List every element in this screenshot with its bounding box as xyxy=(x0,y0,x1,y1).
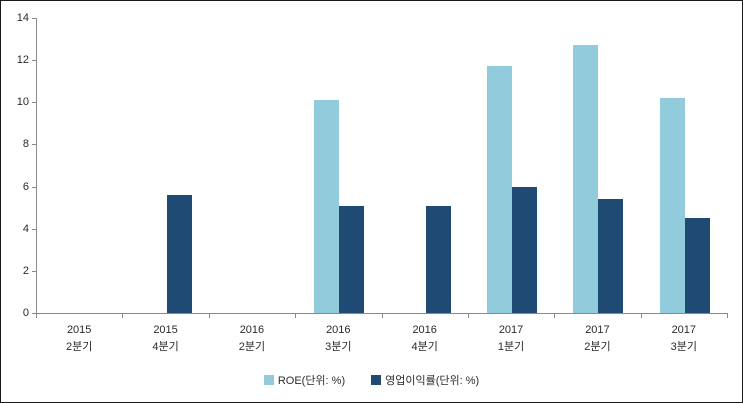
y-axis-label: 4 xyxy=(22,222,29,235)
bar-operating-margin xyxy=(425,205,451,313)
x-axis-category-label: 2017 2분기 xyxy=(584,324,611,353)
roe-series-swatch xyxy=(263,375,274,385)
x-axis-category-label: 2016 4분기 xyxy=(411,324,438,353)
x-axis-tick xyxy=(295,314,297,318)
y-axis-label: 10 xyxy=(16,96,29,109)
x-axis-category-label: 2016 3분기 xyxy=(325,324,352,353)
legend-item-operating-margin: 영업이익률(단위: %) xyxy=(371,372,479,388)
y-axis-label: 0 xyxy=(22,307,29,319)
bar-roe xyxy=(487,66,513,313)
x-axis-category-label: 2015 2분기 xyxy=(66,324,93,353)
y-axis-tick xyxy=(32,313,36,314)
bar-operating-margin xyxy=(166,195,192,313)
y-axis-tick xyxy=(32,102,36,104)
y-axis-label: 8 xyxy=(22,138,29,151)
x-axis-category-label: 2017 3분기 xyxy=(670,324,697,353)
x-axis-tick xyxy=(381,314,383,318)
y-axis-label: 2 xyxy=(22,264,29,277)
x-axis-tick xyxy=(554,314,556,318)
y-axis-label: 14 xyxy=(16,12,29,24)
y-axis-tick xyxy=(32,60,36,62)
bar-roe xyxy=(573,45,599,313)
x-axis-tick xyxy=(467,314,469,318)
x-axis-tick xyxy=(727,314,728,318)
y-axis-tick xyxy=(32,270,36,272)
plot-area xyxy=(36,18,728,314)
bar-operating-margin xyxy=(598,199,624,313)
bar-roe xyxy=(659,98,685,313)
bar-roe xyxy=(314,100,340,313)
x-axis-tick xyxy=(208,314,210,318)
x-axis-category-label: 2017 1분기 xyxy=(497,324,525,353)
bar-operating-margin xyxy=(512,186,538,313)
y-axis-tick xyxy=(32,18,36,19)
bar-operating-margin xyxy=(684,218,710,313)
y-axis-label: 12 xyxy=(16,54,29,67)
y-axis-tick xyxy=(32,186,36,188)
y-axis-tick xyxy=(32,228,36,230)
y-axis-tick xyxy=(32,144,36,146)
x-axis-category-label: 2015 4분기 xyxy=(152,324,179,353)
y-axis-label: 6 xyxy=(22,180,29,193)
x-axis-category-label: 2016 2분기 xyxy=(238,324,266,353)
operating-margin-series-swatch xyxy=(371,375,382,385)
x-axis-tick xyxy=(122,314,124,318)
operating-margin-series-label: 영업이익률(단위: %) xyxy=(385,375,480,387)
bar-operating-margin xyxy=(339,205,365,313)
roe-series-label: ROE(단위: %) xyxy=(277,375,346,387)
legend: ROE(단위: %) 영업이익률(단위: %) xyxy=(1,372,742,388)
x-axis-tick xyxy=(640,314,642,318)
x-axis-tick xyxy=(36,314,37,318)
legend-item-roe: ROE(단위: %) xyxy=(263,372,346,388)
